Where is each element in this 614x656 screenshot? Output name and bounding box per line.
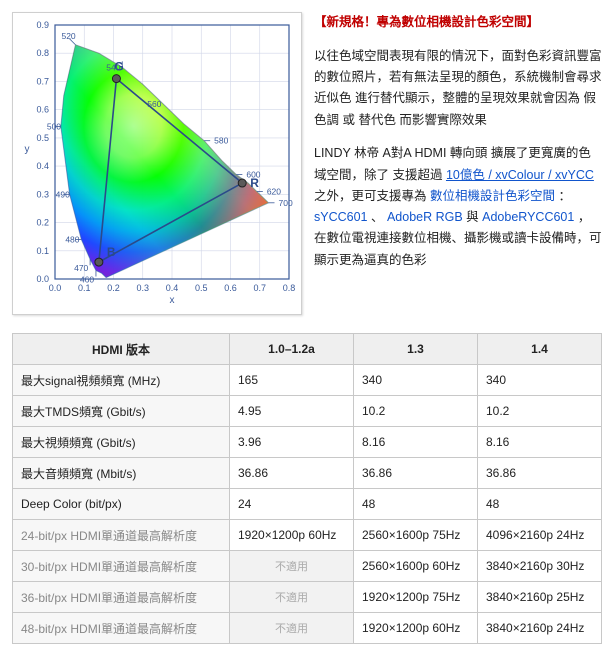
table-row: 48-bit/px HDMI單通道最高解析度不適用1920×1200p 60Hz…	[13, 613, 602, 644]
col-header: 1.3	[354, 334, 478, 365]
svg-text:480: 480	[65, 234, 79, 244]
cell: 10.2	[478, 396, 602, 427]
svg-text:0.8: 0.8	[283, 283, 296, 293]
svg-text:700: 700	[279, 198, 293, 208]
table-row: Deep Color (bit/px)244848	[13, 489, 602, 520]
cell: 36.86	[478, 458, 602, 489]
article-text: 【新規格！專為數位相機設計色彩空間】 以往色域空間表現有限的情況下，面對色彩資訊…	[314, 12, 602, 315]
cell: 不適用	[230, 551, 354, 582]
cell: 3840×2160p 24Hz	[478, 613, 602, 644]
row-label: 最大視頻頻寬 (Gbit/s)	[13, 427, 230, 458]
xvcolour-link[interactable]: 10億色 / xvColour / xvYCC	[446, 168, 594, 182]
cell: 不適用	[230, 613, 354, 644]
svg-text:0.2: 0.2	[36, 218, 49, 228]
cell: 36.86	[354, 458, 478, 489]
cell: 165	[230, 365, 354, 396]
article-heading: 【新規格！專為數位相機設計色彩空間】	[314, 12, 602, 33]
table-row: 30-bit/px HDMI單通道最高解析度不適用2560×1600p 60Hz…	[13, 551, 602, 582]
svg-text:0.5: 0.5	[195, 283, 208, 293]
cell: 10.2	[354, 396, 478, 427]
col-header: 1.0–1.2a	[230, 334, 354, 365]
cell: 340	[354, 365, 478, 396]
svg-text:460: 460	[80, 275, 94, 285]
paragraph-1: 以往色域空間表現有限的情況下，面對色彩資訊豐富的數位照片，若有無法呈現的顏色，系…	[314, 46, 602, 131]
cell: 8.16	[478, 427, 602, 458]
svg-text:490: 490	[56, 189, 70, 199]
table-row: 最大signal視頻頻寬 (MHz)165340340	[13, 365, 602, 396]
cell: 3840×2160p 25Hz	[478, 582, 602, 613]
cell: 2560×1600p 75Hz	[354, 520, 478, 551]
col-header: HDMI 版本	[13, 334, 230, 365]
svg-text:0.7: 0.7	[36, 76, 49, 86]
svg-text:600: 600	[246, 170, 260, 180]
svg-text:0.3: 0.3	[36, 189, 49, 199]
cell: 36.86	[230, 458, 354, 489]
row-label: 36-bit/px HDMI單通道最高解析度	[13, 582, 230, 613]
cell: 3840×2160p 30Hz	[478, 551, 602, 582]
svg-text:x: x	[170, 295, 175, 306]
svg-text:0.4: 0.4	[36, 161, 49, 171]
cell: 8.16	[354, 427, 478, 458]
p2-d: 與	[463, 210, 482, 224]
cell: 4.95	[230, 396, 354, 427]
svg-text:0.0: 0.0	[36, 274, 49, 284]
svg-text:470: 470	[74, 263, 88, 273]
cell: 1920×1200p 60Hz	[230, 520, 354, 551]
p2-sep1: 、	[368, 210, 387, 224]
svg-text:620: 620	[267, 187, 281, 197]
cell: 2560×1600p 60Hz	[354, 551, 478, 582]
cell: 24	[230, 489, 354, 520]
svg-text:0.6: 0.6	[36, 105, 49, 115]
svg-text:580: 580	[214, 136, 228, 146]
svg-text:0.0: 0.0	[49, 283, 62, 293]
svg-text:y: y	[25, 144, 30, 155]
kw-adoberycc: AdobeRYCC601	[482, 210, 574, 224]
cell: 48	[354, 489, 478, 520]
table-row: 36-bit/px HDMI單通道最高解析度不適用1920×1200p 75Hz…	[13, 582, 602, 613]
row-label: 最大音頻頻寬 (Mbit/s)	[13, 458, 230, 489]
svg-text:0.8: 0.8	[36, 48, 49, 58]
table-row: 最大TMDS頻寬 (Gbit/s)4.9510.210.2	[13, 396, 602, 427]
svg-text:520: 520	[61, 31, 75, 41]
row-label: 48-bit/px HDMI單通道最高解析度	[13, 613, 230, 644]
cell: 48	[478, 489, 602, 520]
kw-adobergb: AdobeR RGB	[387, 210, 463, 224]
svg-text:0.4: 0.4	[166, 283, 179, 293]
svg-text:B: B	[107, 245, 116, 259]
p2-b: 之外，更可支援專為	[314, 189, 430, 203]
table-row: 最大視頻頻寬 (Gbit/s)3.968.168.16	[13, 427, 602, 458]
row-label: 最大TMDS頻寬 (Gbit/s)	[13, 396, 230, 427]
row-label: 最大signal視頻頻寬 (MHz)	[13, 365, 230, 396]
paragraph-2: LINDY 林帝 A對A HDMI 轉向頭 擴展了更寬廣的色域空間，除了 支援超…	[314, 143, 602, 271]
svg-text:500: 500	[47, 122, 61, 132]
svg-text:540: 540	[106, 62, 120, 72]
table-row: 最大音頻頻寬 (Mbit/s)36.8636.8636.86	[13, 458, 602, 489]
cell: 340	[478, 365, 602, 396]
cell: 1920×1200p 75Hz	[354, 582, 478, 613]
svg-text:0.2: 0.2	[107, 283, 120, 293]
cell: 3.96	[230, 427, 354, 458]
svg-text:0.3: 0.3	[136, 283, 149, 293]
cie-chart: 0.00.10.20.30.40.50.60.70.80.00.10.20.30…	[12, 12, 302, 315]
cell: 1920×1200p 60Hz	[354, 613, 478, 644]
svg-text:0.5: 0.5	[36, 133, 49, 143]
svg-text:0.1: 0.1	[36, 246, 49, 256]
kw-sycc601: sYCC601	[314, 210, 368, 224]
svg-text:560: 560	[147, 99, 161, 109]
row-label: 24-bit/px HDMI單通道最高解析度	[13, 520, 230, 551]
cell: 4096×2160p 24Hz	[478, 520, 602, 551]
svg-text:0.7: 0.7	[253, 283, 266, 293]
cie-chromaticity-diagram: 0.00.10.20.30.40.50.60.70.80.00.10.20.30…	[17, 17, 297, 307]
svg-text:0.6: 0.6	[224, 283, 237, 293]
row-label: Deep Color (bit/px)	[13, 489, 230, 520]
p2-c: ：	[555, 189, 571, 203]
kw-colorspace: 數位相機設計色彩空間	[430, 189, 555, 203]
cell: 不適用	[230, 582, 354, 613]
hdmi-spec-table: HDMI 版本1.0–1.2a1.31.4 最大signal視頻頻寬 (MHz)…	[12, 333, 602, 644]
row-label: 30-bit/px HDMI單通道最高解析度	[13, 551, 230, 582]
table-row: 24-bit/px HDMI單通道最高解析度1920×1200p 60Hz256…	[13, 520, 602, 551]
col-header: 1.4	[478, 334, 602, 365]
svg-text:0.9: 0.9	[36, 20, 49, 30]
